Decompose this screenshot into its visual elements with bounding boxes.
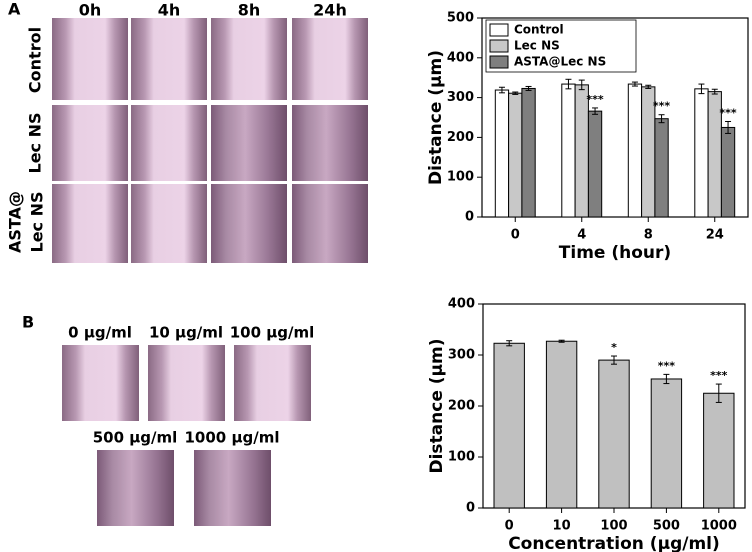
x-axis-label: Time (hour) (559, 243, 671, 263)
x-tick-label: 10 (553, 519, 571, 534)
micrograph (52, 105, 128, 181)
x-tick-label: 1000 (701, 519, 737, 534)
bar (494, 89, 510, 218)
micrograph (52, 18, 128, 100)
plot-frame (481, 17, 749, 218)
conc-label: 500 μg/ml (93, 429, 178, 447)
bar (508, 92, 523, 218)
legend-box (485, 19, 637, 73)
bar (545, 340, 578, 509)
time-label: 24h (313, 1, 347, 20)
x-tick-label: 24 (706, 228, 724, 243)
micrograph (131, 18, 207, 100)
x-tick-label: 100 (600, 519, 627, 534)
time-label: 0h (79, 1, 102, 20)
significance-label: * (611, 341, 617, 354)
conc-label: 100 μg/ml (230, 324, 315, 342)
legend-label: Control (514, 23, 564, 37)
time-label: 4h (158, 1, 181, 20)
bar (493, 342, 525, 509)
legend-label: ASTA@Lec NS (514, 55, 606, 69)
micrograph (292, 18, 368, 100)
x-tick-label: 4 (577, 228, 586, 243)
x-tick-label: 0 (511, 228, 520, 243)
y-tick-label: 500 (447, 11, 474, 26)
y-tick-label: 200 (448, 399, 475, 414)
y-tick-label: 200 (447, 130, 474, 145)
x-tick-label: 500 (653, 519, 680, 534)
y-tick-label: 0 (465, 210, 474, 225)
micrograph (194, 450, 271, 526)
x-tick-label: 8 (644, 228, 653, 243)
conc-label: 0 μg/ml (68, 324, 132, 342)
bar (703, 392, 735, 509)
bar (654, 118, 669, 218)
bar (521, 87, 536, 218)
y-tick-label: 400 (448, 297, 475, 312)
micrograph (148, 345, 225, 421)
legend-swatch (489, 55, 509, 69)
panel-label: A (8, 0, 21, 19)
y-axis-label: Distance (μm) (427, 338, 447, 473)
significance-label: *** (719, 106, 737, 119)
bar (561, 83, 576, 218)
significance-label: *** (586, 93, 604, 106)
bar (598, 359, 630, 509)
panel-label: B (22, 313, 34, 332)
micrograph (234, 345, 311, 421)
legend-swatch (489, 23, 509, 37)
bar (627, 83, 643, 218)
micrograph (211, 184, 287, 263)
y-tick-label: 300 (448, 348, 475, 363)
conc-label: 10 μg/ml (149, 324, 223, 342)
micrograph (211, 105, 287, 181)
micrograph (292, 105, 368, 181)
row-label: Control (26, 27, 45, 93)
bar (720, 126, 736, 218)
significance-label: *** (658, 359, 676, 372)
y-tick-label: 100 (447, 170, 474, 185)
y-axis-label: Distance (μm) (426, 50, 446, 185)
time-label: 8h (238, 1, 261, 20)
legend-label: Lec NS (514, 39, 560, 53)
bar (650, 378, 683, 509)
row-label: ASTA@ (6, 191, 25, 253)
bar (587, 110, 603, 218)
y-tick-label: 100 (448, 450, 475, 465)
significance-label: *** (653, 100, 671, 113)
y-tick-label: 400 (447, 50, 474, 65)
row-label: Lec NS (26, 112, 45, 173)
x-tick-label: 0 (505, 519, 514, 534)
conc-label: 1000 μg/ml (185, 429, 280, 447)
micrograph (211, 18, 287, 100)
micrograph (62, 345, 139, 421)
y-tick-label: 300 (447, 90, 474, 105)
significance-label: *** (710, 369, 728, 382)
legend-swatch (489, 39, 509, 53)
bar (694, 88, 709, 218)
row-label: Lec NS (28, 191, 47, 252)
micrograph (292, 184, 368, 263)
micrograph (52, 184, 128, 263)
micrograph (131, 105, 207, 181)
micrograph (131, 184, 207, 263)
micrograph (97, 450, 174, 526)
y-tick-label: 0 (466, 501, 475, 516)
x-axis-label: Concentration (μg/ml) (508, 534, 720, 552)
